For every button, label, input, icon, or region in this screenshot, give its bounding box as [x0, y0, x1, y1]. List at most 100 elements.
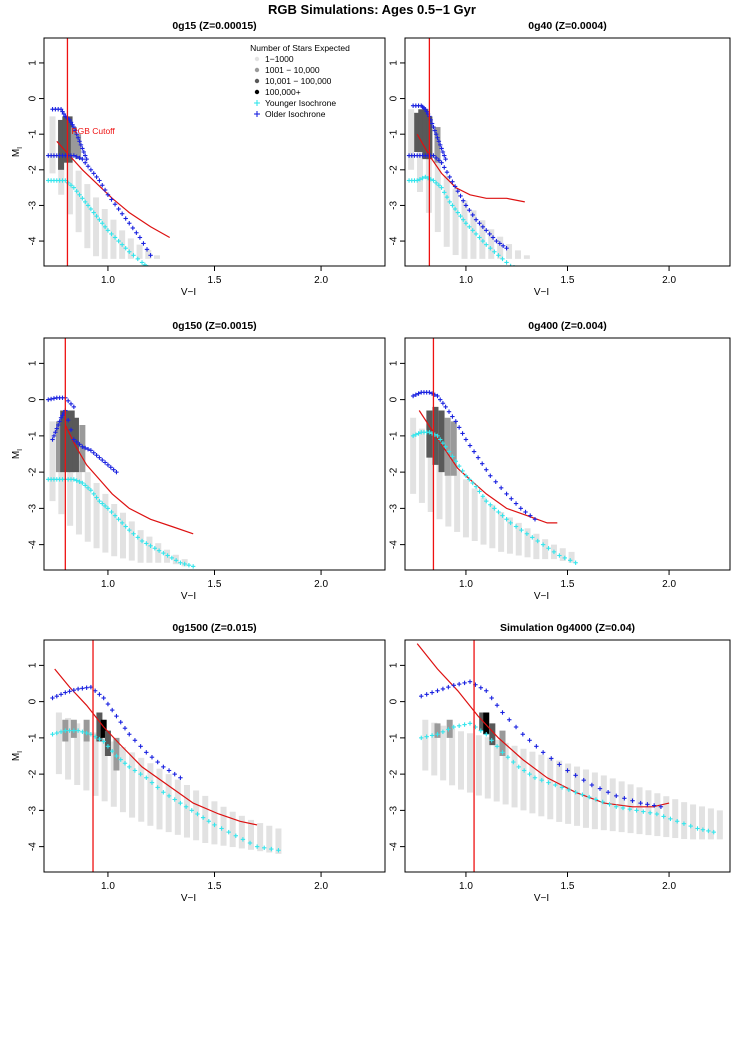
density-bar-light: [440, 725, 447, 781]
density-bar-light: [591, 772, 598, 830]
density-bar-dense: [68, 410, 75, 473]
y-axis-label-main: M: [11, 753, 22, 761]
density-bar-light: [480, 497, 487, 545]
panel-title: 0g150 (Z=0.0015): [172, 320, 256, 332]
density-bar-light: [101, 736, 108, 802]
density-bar-light: [514, 250, 521, 259]
density-bar-light: [84, 472, 91, 542]
rgb-fit-curve: [64, 424, 194, 535]
y-axis-label-sub: I: [17, 147, 24, 149]
density-bar-dense: [75, 134, 82, 160]
density-bar-light: [672, 799, 679, 839]
density-bar-dense: [100, 719, 107, 738]
density-bar-light: [681, 802, 688, 840]
density-bar-dense: [60, 410, 67, 473]
plot-area: [410, 338, 578, 570]
density-bar-light: [408, 109, 415, 170]
x-axis-label: V−I: [534, 591, 549, 602]
x-axis-label: V−I: [181, 287, 196, 298]
y-tick-label: 1: [28, 360, 39, 366]
density-bar-light: [74, 723, 81, 785]
density-bar-light: [202, 795, 209, 843]
density-bar-light: [618, 781, 625, 833]
y-tick-label: 0: [28, 698, 39, 704]
y-tick-label: -4: [389, 236, 400, 245]
y-tick-label: -2: [28, 769, 39, 778]
y-tick-label: -2: [28, 165, 39, 174]
density-bar-light: [127, 238, 134, 259]
density-bar-light: [138, 757, 145, 822]
page-title: RGB Simulations: Ages 0.5−1 Gyr: [268, 2, 476, 17]
y-tick-label: 0: [389, 95, 400, 101]
y-tick-label: 1: [389, 60, 400, 66]
density-bar-light: [489, 504, 496, 549]
y-tick-label: -2: [389, 769, 400, 778]
density-bar-light: [493, 739, 500, 802]
density-bar-light: [461, 200, 468, 259]
y-axis-label: MI: [11, 449, 24, 459]
density-bar-dense: [489, 723, 496, 746]
x-tick-label: 2.0: [662, 275, 676, 286]
density-bar-light: [65, 717, 72, 780]
density-bar-light: [418, 428, 425, 503]
density-bar-light: [247, 819, 254, 850]
legend-swatch: [254, 78, 260, 84]
panel-title: 0g1500 (Z=0.015): [172, 622, 256, 634]
y-tick-label: 1: [28, 662, 39, 668]
x-tick-label: 2.0: [314, 579, 328, 590]
density-bar-light: [471, 488, 478, 541]
density-bar-light: [454, 470, 461, 532]
density-bar-light: [582, 769, 589, 828]
legend-swatch: [254, 89, 260, 95]
density-bar-light: [716, 810, 723, 840]
density-bar-light: [498, 512, 505, 552]
density-bar-light: [146, 536, 153, 563]
legend-title: Number of Stars Expected: [250, 43, 350, 53]
density-bar-dense: [64, 410, 71, 473]
density-bar-dense: [483, 712, 490, 735]
y-tick-label: 0: [389, 698, 400, 704]
y-tick-label: -3: [389, 201, 400, 210]
x-axis-label: V−I: [534, 893, 549, 904]
density-bar-light: [568, 551, 575, 563]
density-bar-light: [466, 733, 473, 793]
density-bar-light: [417, 126, 423, 193]
legend-swatch: [254, 56, 260, 62]
density-bar-light: [533, 533, 540, 560]
density-bar-light: [529, 751, 536, 814]
y-tick-label: 1: [389, 360, 400, 366]
density-bar-light: [67, 447, 74, 526]
panel-1: 0g15 (Z=0.00015) 1.0 1.5 2.0 V−I -4 -3 -2 -1 0 1 MI…: [11, 20, 386, 298]
y-tick-label: 0: [389, 396, 400, 402]
density-bar-dense: [499, 730, 506, 756]
rgb-fit-curve: [416, 643, 670, 808]
density-bar-light: [556, 760, 563, 822]
y-tick-label: -3: [28, 805, 39, 814]
density-bar-light: [83, 728, 90, 791]
x-tick-label: 1.5: [208, 881, 222, 892]
density-bar-dense: [414, 112, 421, 152]
y-axis-label-main: M: [11, 149, 22, 157]
density-bar-light: [49, 421, 56, 502]
density-bar-light: [193, 790, 200, 841]
density-bar-light: [75, 460, 82, 535]
density-bar-light: [136, 244, 143, 259]
y-tick-label: -4: [28, 540, 39, 549]
x-tick-label: 2.0: [662, 881, 676, 892]
density-bar-light: [410, 417, 417, 494]
x-axis-label: V−I: [181, 893, 196, 904]
y-tick-label: -1: [28, 129, 39, 138]
density-bar-light: [110, 741, 117, 807]
legend-item-label: Older Isochrone: [265, 109, 326, 119]
plot-area: [406, 38, 530, 266]
y-tick-label: 1: [28, 60, 39, 66]
legend-item-label: 1−1000: [265, 54, 294, 64]
y-tick-label: -1: [389, 733, 400, 742]
density-bar-dense: [83, 719, 90, 742]
y-axis-label-sub: I: [17, 751, 24, 753]
y-axis-label: MI: [11, 147, 24, 157]
density-bar-light: [119, 746, 126, 813]
density-bar-light: [155, 543, 162, 563]
density-bar-light: [220, 806, 227, 846]
